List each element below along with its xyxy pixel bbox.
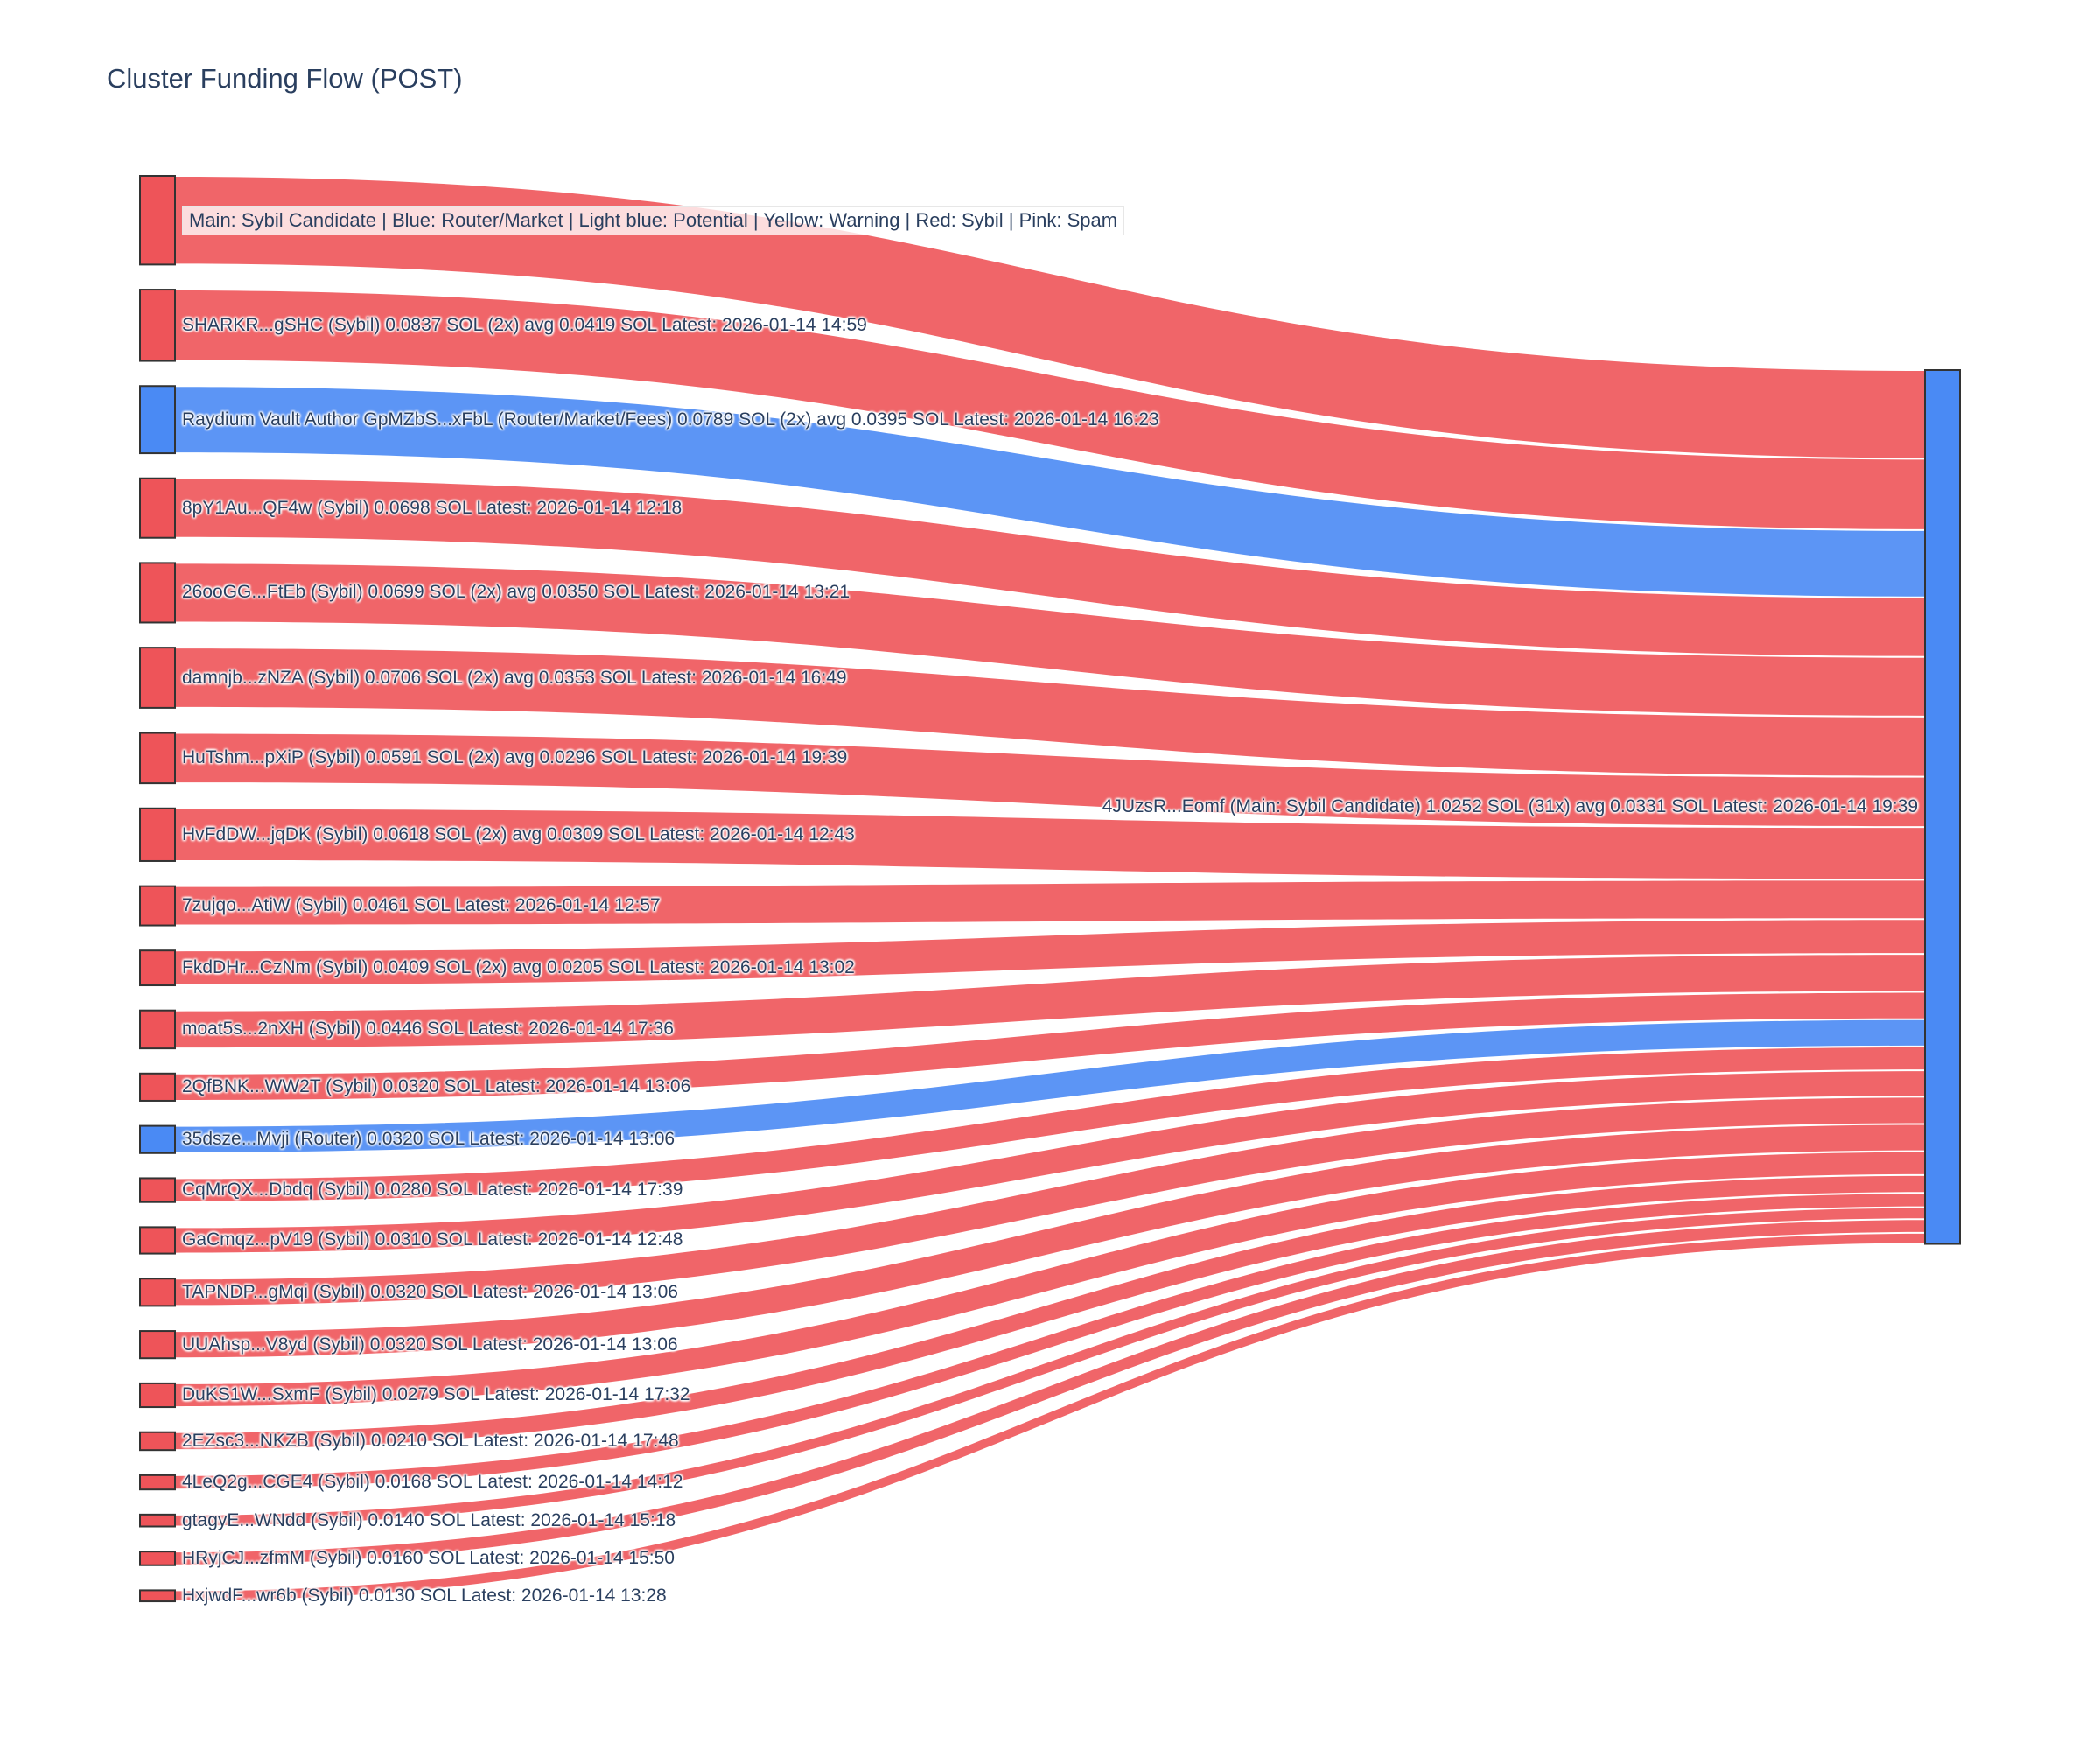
sankey-node-source[interactable] — [139, 1278, 176, 1307]
sankey-node-source[interactable] — [139, 1226, 176, 1255]
sankey-node-source[interactable] — [139, 1431, 176, 1452]
sankey-node-source[interactable] — [139, 562, 176, 624]
sankey-link[interactable] — [175, 479, 1925, 656]
sankey-link[interactable] — [175, 955, 1925, 1048]
sankey-link[interactable] — [175, 733, 1925, 827]
sankey-link[interactable] — [175, 920, 1925, 985]
sankey-node-source[interactable] — [139, 1474, 176, 1491]
sankey-link[interactable] — [175, 880, 1925, 925]
sankey-node-source[interactable] — [139, 385, 176, 455]
sankey-link[interactable] — [175, 1194, 1925, 1489]
sankey-link[interactable] — [175, 177, 1925, 458]
sankey-link[interactable] — [175, 1208, 1925, 1526]
sankey-node-source[interactable] — [139, 1513, 176, 1528]
sankey-link[interactable] — [175, 564, 1925, 716]
sankey-link[interactable] — [175, 1152, 1925, 1407]
sankey-link[interactable] — [175, 387, 1925, 597]
sankey-node-source[interactable] — [139, 1330, 176, 1360]
sankey-link[interactable] — [175, 1071, 1925, 1253]
chart-title: Cluster Funding Flow (POST) — [107, 63, 463, 94]
sankey-node-source[interactable] — [139, 949, 176, 987]
sankey-node-source[interactable] — [139, 1177, 176, 1203]
sankey-link[interactable] — [175, 992, 1925, 1100]
sankey-node-source[interactable] — [139, 1124, 176, 1154]
sankey-node-source[interactable] — [139, 807, 176, 862]
sankey-link[interactable] — [175, 1233, 1925, 1601]
sankey-link[interactable] — [175, 290, 1925, 529]
sankey-node-source[interactable] — [139, 1009, 176, 1050]
sankey-node-source[interactable] — [139, 1550, 176, 1566]
sankey-link[interactable] — [175, 1124, 1925, 1358]
sankey-node-source[interactable] — [139, 1589, 176, 1603]
sankey-node-source[interactable] — [139, 477, 176, 539]
sankey-node-source[interactable] — [139, 289, 176, 362]
sankey-link[interactable] — [175, 1019, 1925, 1152]
sankey-node-source[interactable] — [139, 175, 176, 266]
sankey-node-target[interactable] — [1924, 369, 1961, 1245]
sankey-node-source[interactable] — [139, 885, 176, 927]
sankey-node-source[interactable] — [139, 1072, 176, 1102]
sankey-link[interactable] — [175, 1220, 1925, 1564]
sankey-link[interactable] — [175, 808, 1925, 879]
sankey-link[interactable] — [175, 648, 1925, 776]
sankey-link[interactable] — [175, 1046, 1925, 1201]
sankey-node-source[interactable] — [139, 1382, 176, 1409]
sankey-node-source[interactable] — [139, 732, 176, 785]
sankey-node-source[interactable] — [139, 647, 176, 709]
sankey-link[interactable] — [175, 1097, 1925, 1306]
sankey-link[interactable] — [175, 1175, 1925, 1450]
